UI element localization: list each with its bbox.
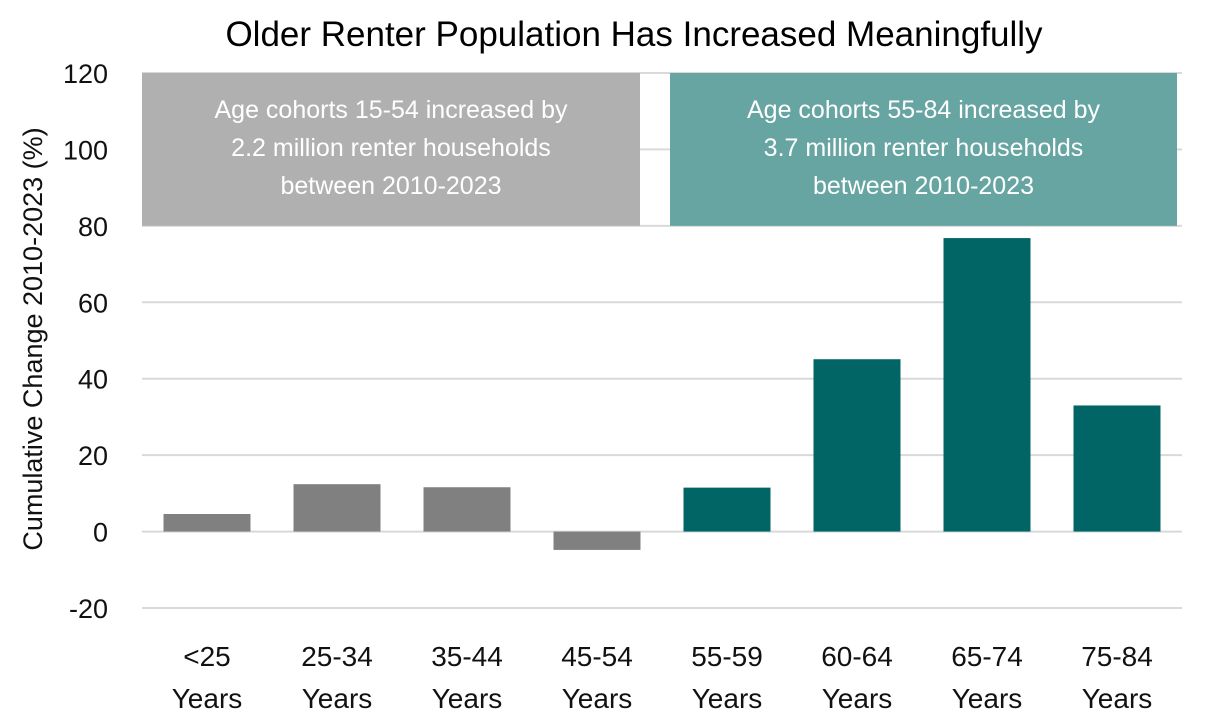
bar-3: [423, 487, 511, 532]
bar-2: [293, 484, 381, 532]
annotation-text-line: between 2010-2023: [813, 172, 1034, 200]
annotation-text-line: 2.2 million renter households: [231, 134, 551, 162]
x-tick-label: <25: [183, 641, 231, 672]
annotation-text-line: Age cohorts 15-54 increased by: [215, 96, 568, 124]
x-tick-label: 45-54: [561, 641, 633, 672]
annotation-box-bg: [142, 73, 640, 226]
bar-7: [943, 238, 1031, 532]
x-tick-label: Years: [822, 683, 893, 714]
x-tick-label: 25-34: [301, 641, 373, 672]
y-tick-label: 80: [78, 212, 108, 242]
annotation-text-line: 3.7 million renter households: [764, 134, 1084, 162]
y-tick-labels: -20 0 20 40 60 80 100 120: [63, 59, 108, 624]
annotation-box-1: Age cohorts 15-54 increased by 2.2 millio…: [142, 73, 640, 226]
x-tick-label: 60-64: [821, 641, 893, 672]
x-tick-label: Years: [1082, 683, 1153, 714]
y-tick-label: 20: [78, 441, 108, 471]
bar-4: [553, 531, 641, 550]
bar-5: [683, 487, 771, 532]
x-tick-label: Years: [692, 683, 763, 714]
x-tick-label: 65-74: [951, 641, 1023, 672]
x-tick-label: 55-59: [691, 641, 763, 672]
annotation-text-line: Age cohorts 55-84 increased by: [747, 96, 1100, 124]
x-tick-label: Years: [302, 683, 373, 714]
x-tick-label: Years: [432, 683, 503, 714]
y-tick-label: 120: [63, 59, 108, 89]
x-tick-label: Years: [952, 683, 1023, 714]
x-tick-labels: <25 Years 25-34 Years 35-44 Years 45-54 Years 55…: [172, 641, 1153, 714]
y-tick-label: 100: [63, 135, 108, 165]
x-tick-label: 35-44: [431, 641, 503, 672]
y-tick-label: 60: [78, 288, 108, 318]
x-tick-label: Years: [172, 683, 243, 714]
bars: [163, 238, 1161, 550]
y-tick-label: 40: [78, 365, 108, 395]
x-tick-label: Years: [562, 683, 633, 714]
annotation-boxes: Age cohorts 15-54 increased by 2.2 millio…: [142, 73, 1177, 226]
chart-title: Older Renter Population Has Increased Me…: [225, 15, 1043, 54]
bar-6: [813, 359, 901, 532]
x-tick-label: 75-84: [1081, 641, 1153, 672]
y-tick-label: -20: [69, 594, 108, 624]
annotation-box-2: Age cohorts 55-84 increased by 3.7 millio…: [670, 73, 1177, 226]
bar-8: [1073, 405, 1161, 532]
bar-1: [163, 513, 251, 532]
y-tick-label: 0: [93, 518, 108, 548]
y-axis-label: Cumulative Change 2010-2023 (%): [18, 127, 48, 550]
annotation-text-line: between 2010-2023: [280, 172, 501, 200]
annotation-box-bg: [670, 73, 1177, 226]
